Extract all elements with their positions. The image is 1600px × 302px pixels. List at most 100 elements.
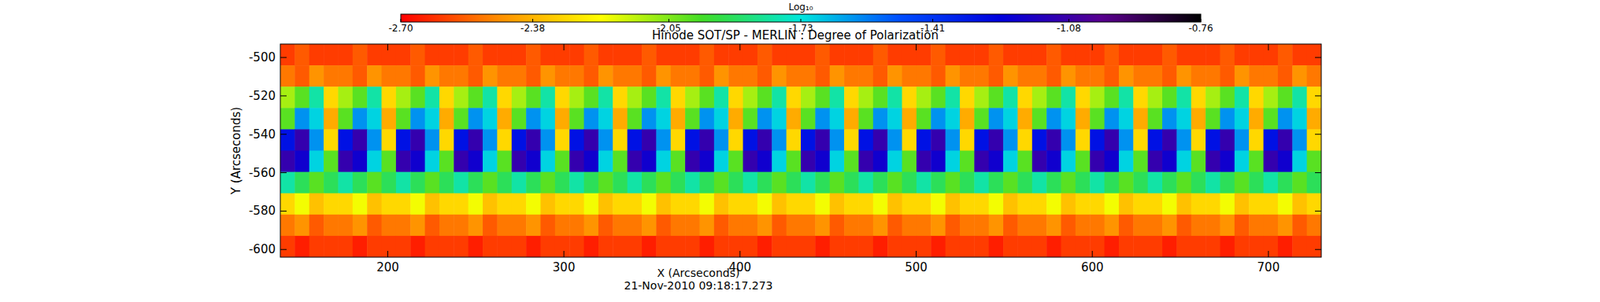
cell: [584, 86, 600, 109]
cell: [1219, 65, 1235, 88]
y-tick-right: [1314, 211, 1322, 212]
cell: [482, 193, 498, 216]
cell: [670, 44, 686, 67]
cell: [800, 214, 816, 238]
cell: [309, 65, 325, 88]
cell: [482, 65, 498, 88]
cell: [988, 236, 1004, 258]
cell: [1075, 86, 1091, 109]
cell: [1307, 86, 1322, 109]
cell: [945, 214, 961, 238]
cell: [829, 86, 845, 109]
y-tick-label: -560: [248, 166, 276, 181]
cell: [1017, 214, 1033, 238]
cell: [655, 172, 671, 195]
cell: [814, 151, 830, 174]
plot-frame: [280, 44, 1322, 258]
cell: [280, 172, 296, 195]
cell: [829, 214, 845, 238]
cell: [974, 44, 989, 67]
cell: [598, 107, 614, 130]
cell: [1248, 44, 1264, 67]
cell: [858, 44, 874, 67]
cell: [1089, 151, 1105, 174]
cell: [670, 129, 686, 152]
y-tick-right: [1314, 249, 1322, 251]
cell: [1277, 44, 1293, 67]
cell: [627, 236, 643, 258]
cell: [1277, 172, 1293, 195]
cell: [771, 151, 787, 174]
cell: [381, 172, 397, 195]
x-tick-label: 600: [1081, 260, 1104, 275]
cell: [496, 65, 512, 88]
cell: [294, 86, 310, 109]
cell: [1248, 86, 1264, 109]
colorbar-tick-label: -1.08: [1056, 22, 1082, 34]
cell: [309, 86, 325, 109]
cell: [1292, 151, 1308, 174]
cell: [714, 193, 730, 216]
cell: [525, 129, 541, 152]
cell: [1277, 151, 1293, 174]
x-tick: [1092, 251, 1093, 258]
cell: [714, 151, 730, 174]
cell: [1248, 214, 1264, 238]
cell: [1104, 193, 1120, 216]
cell: [366, 193, 382, 216]
cell: [309, 214, 325, 238]
cell: [280, 193, 296, 216]
cell: [337, 193, 353, 216]
cell: [1032, 86, 1048, 109]
cell: [641, 151, 657, 174]
cell: [1292, 193, 1308, 216]
cell: [1089, 214, 1105, 238]
cell: [1219, 44, 1235, 67]
cell: [294, 107, 310, 130]
cell: [280, 65, 296, 88]
cell: [1046, 44, 1062, 67]
cell: [569, 172, 585, 195]
cell: [1003, 65, 1019, 88]
cell: [771, 236, 787, 258]
cell: [873, 65, 889, 88]
cell: [1292, 236, 1308, 258]
cell: [323, 65, 339, 88]
cell: [612, 129, 628, 152]
cell: [1176, 86, 1192, 109]
cell: [685, 193, 700, 216]
cell: [1017, 107, 1033, 130]
cell: [569, 86, 585, 109]
cell: [858, 172, 874, 195]
cell: [627, 86, 643, 109]
cell: [525, 151, 541, 174]
cell: [699, 151, 715, 174]
cell: [323, 107, 339, 130]
cell: [685, 151, 700, 174]
cell: [352, 107, 368, 130]
cell: [453, 107, 469, 130]
cell: [627, 214, 643, 238]
cell: [540, 172, 556, 195]
cell: [352, 86, 368, 109]
cell: [814, 44, 830, 67]
x-tick-top: [387, 44, 389, 51]
cell: [655, 193, 671, 216]
cell: [337, 129, 353, 152]
cell: [685, 129, 700, 152]
cell: [294, 172, 310, 195]
x-tick: [915, 251, 917, 258]
cell: [1046, 151, 1062, 174]
cell: [410, 86, 426, 109]
cell: [584, 236, 600, 258]
cell: [902, 44, 918, 67]
cell: [352, 172, 368, 195]
cell: [945, 151, 961, 174]
cell: [396, 214, 412, 238]
cell: [1104, 214, 1120, 238]
cell: [496, 151, 512, 174]
cell: [381, 86, 397, 109]
cell: [1089, 65, 1105, 88]
cell: [641, 172, 657, 195]
cell: [1191, 236, 1207, 258]
